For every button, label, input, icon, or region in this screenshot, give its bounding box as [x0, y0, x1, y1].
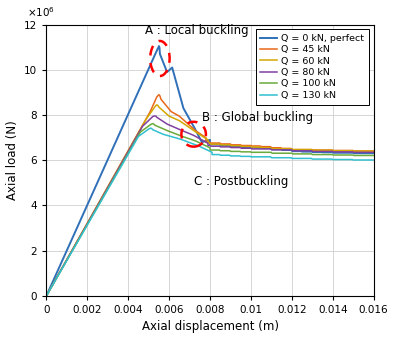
Q = 45 kN — [44, 294, 49, 298]
Q = 60 kN — [371, 149, 376, 153]
Q = 60 kN — [199, 134, 204, 138]
Q = 0 kN, perfect — [327, 150, 332, 154]
Q = 45 kN — [156, 93, 161, 97]
Q = 45 kN — [371, 149, 376, 153]
Q = 100 kN — [154, 124, 159, 128]
Q = 100 kN — [325, 153, 330, 157]
Q = 60 kN — [55, 274, 60, 278]
Q = 60 kN — [67, 254, 71, 258]
Q = 100 kN — [255, 150, 259, 154]
Q = 45 kN — [80, 231, 84, 235]
Text: B : Global buckling: B : Global buckling — [202, 111, 313, 124]
Line: Q = 45 kN: Q = 45 kN — [46, 95, 374, 296]
Q = 45 kN — [131, 139, 136, 143]
Q = 130 kN — [336, 158, 341, 162]
Q = 60 kN — [54, 277, 58, 281]
Q = 80 kN — [371, 150, 376, 154]
Q = 0 kN, perfect — [371, 151, 376, 155]
Q = 130 kN — [148, 126, 153, 130]
Text: C : Postbuckling: C : Postbuckling — [193, 175, 288, 188]
Q = 0 kN, perfect — [44, 294, 49, 298]
Q = 0 kN, perfect — [156, 44, 161, 48]
Q = 130 kN — [331, 158, 336, 162]
Line: Q = 0 kN, perfect: Q = 0 kN, perfect — [46, 46, 374, 296]
Q = 0 kN, perfect — [220, 143, 225, 147]
Q = 130 kN — [371, 158, 376, 162]
Q = 100 kN — [371, 154, 376, 158]
Q = 0 kN, perfect — [342, 151, 346, 155]
Q = 45 kN — [217, 141, 221, 145]
Q = 60 kN — [187, 125, 191, 129]
Line: Q = 80 kN: Q = 80 kN — [46, 116, 374, 296]
Q = 100 kN — [171, 131, 176, 135]
Q = 45 kN — [262, 145, 267, 149]
X-axis label: Axial displacement (m): Axial displacement (m) — [141, 320, 279, 334]
Q = 130 kN — [229, 154, 234, 158]
Q = 60 kN — [44, 294, 49, 298]
Q = 130 kN — [231, 154, 236, 158]
Q = 45 kN — [296, 147, 300, 152]
Q = 80 kN — [316, 149, 321, 154]
Q = 100 kN — [151, 122, 155, 126]
Q = 0 kN, perfect — [230, 145, 235, 149]
Q = 0 kN, perfect — [219, 143, 224, 147]
Q = 100 kN — [276, 151, 281, 155]
Q = 100 kN — [264, 150, 269, 154]
Text: A : Local buckling: A : Local buckling — [145, 24, 248, 37]
Q = 60 kN — [232, 144, 237, 148]
Text: $\times10^6$: $\times10^6$ — [27, 5, 55, 19]
Q = 80 kN — [289, 148, 294, 152]
Q = 80 kN — [227, 145, 232, 149]
Legend: Q = 0 kN, perfect, Q = 45 kN, Q = 60 kN, Q = 80 kN, Q = 100 kN, Q = 130 kN: Q = 0 kN, perfect, Q = 45 kN, Q = 60 kN,… — [256, 29, 369, 104]
Q = 80 kN — [335, 150, 340, 154]
Q = 130 kN — [318, 157, 322, 161]
Line: Q = 60 kN: Q = 60 kN — [46, 105, 374, 296]
Line: Q = 130 kN: Q = 130 kN — [46, 128, 374, 296]
Q = 45 kN — [292, 147, 296, 152]
Q = 80 kN — [226, 145, 230, 149]
Q = 0 kN, perfect — [199, 138, 203, 142]
Q = 80 kN — [330, 149, 335, 154]
Q = 130 kN — [292, 156, 296, 160]
Y-axis label: Axial load (N): Axial load (N) — [6, 120, 19, 200]
Q = 100 kN — [44, 294, 49, 298]
Line: Q = 100 kN: Q = 100 kN — [46, 124, 374, 296]
Q = 130 kN — [44, 294, 49, 298]
Q = 80 kN — [152, 114, 157, 118]
Q = 80 kN — [44, 294, 49, 298]
Q = 60 kN — [154, 103, 159, 107]
